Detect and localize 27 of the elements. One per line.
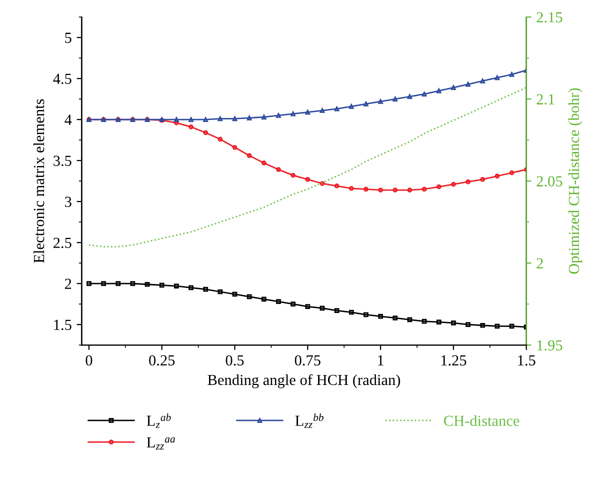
y-tick-label: 1.5 [54, 320, 72, 330]
x-tick-label: 0 [86, 355, 92, 366]
x-tick-label: 0.25 [149, 355, 175, 366]
y2-tick-label: 2.05 [536, 176, 562, 187]
x-tick-label: 1 [378, 355, 384, 366]
y-tick-label: 3.5 [54, 156, 72, 166]
y2-axis-title: Optimized CH-distance (bohr) [568, 88, 582, 274]
y2-tick-label: 2.15 [536, 12, 562, 23]
y-axis-title: Electronic matrix elements [33, 99, 44, 263]
x-tick-label: 1.5 [518, 355, 536, 366]
legend-label: L$_{z}$$^{ab}$ [146, 413, 171, 428]
y2-tick-label: 2.1 [536, 94, 554, 105]
y-tick-label: 3 [65, 196, 72, 207]
y2-tick-label: 1.95 [537, 340, 562, 351]
y-tick-label: 4 [64, 114, 72, 125]
legend-label: L$_{zz}$$^{bb}$ [295, 413, 324, 428]
y2-tick-label: 2 [536, 258, 543, 268]
x-tick-label: 0.75 [294, 355, 320, 366]
x-tick-label: 1.25 [441, 355, 466, 366]
x-tick-label: 0.5 [226, 355, 244, 366]
x-axis-title: Bending angle of HCH (radian) [208, 374, 400, 388]
y-tick-label: 4.5 [53, 74, 72, 84]
y-tick-label: 5 [65, 32, 72, 43]
legend-label: L$_{zz}$$^{aa}$ [146, 437, 175, 450]
y-tick-label: 2 [64, 278, 72, 289]
legend-label: CH-distance [444, 415, 520, 426]
y-tick-label: 2.5 [54, 238, 72, 248]
